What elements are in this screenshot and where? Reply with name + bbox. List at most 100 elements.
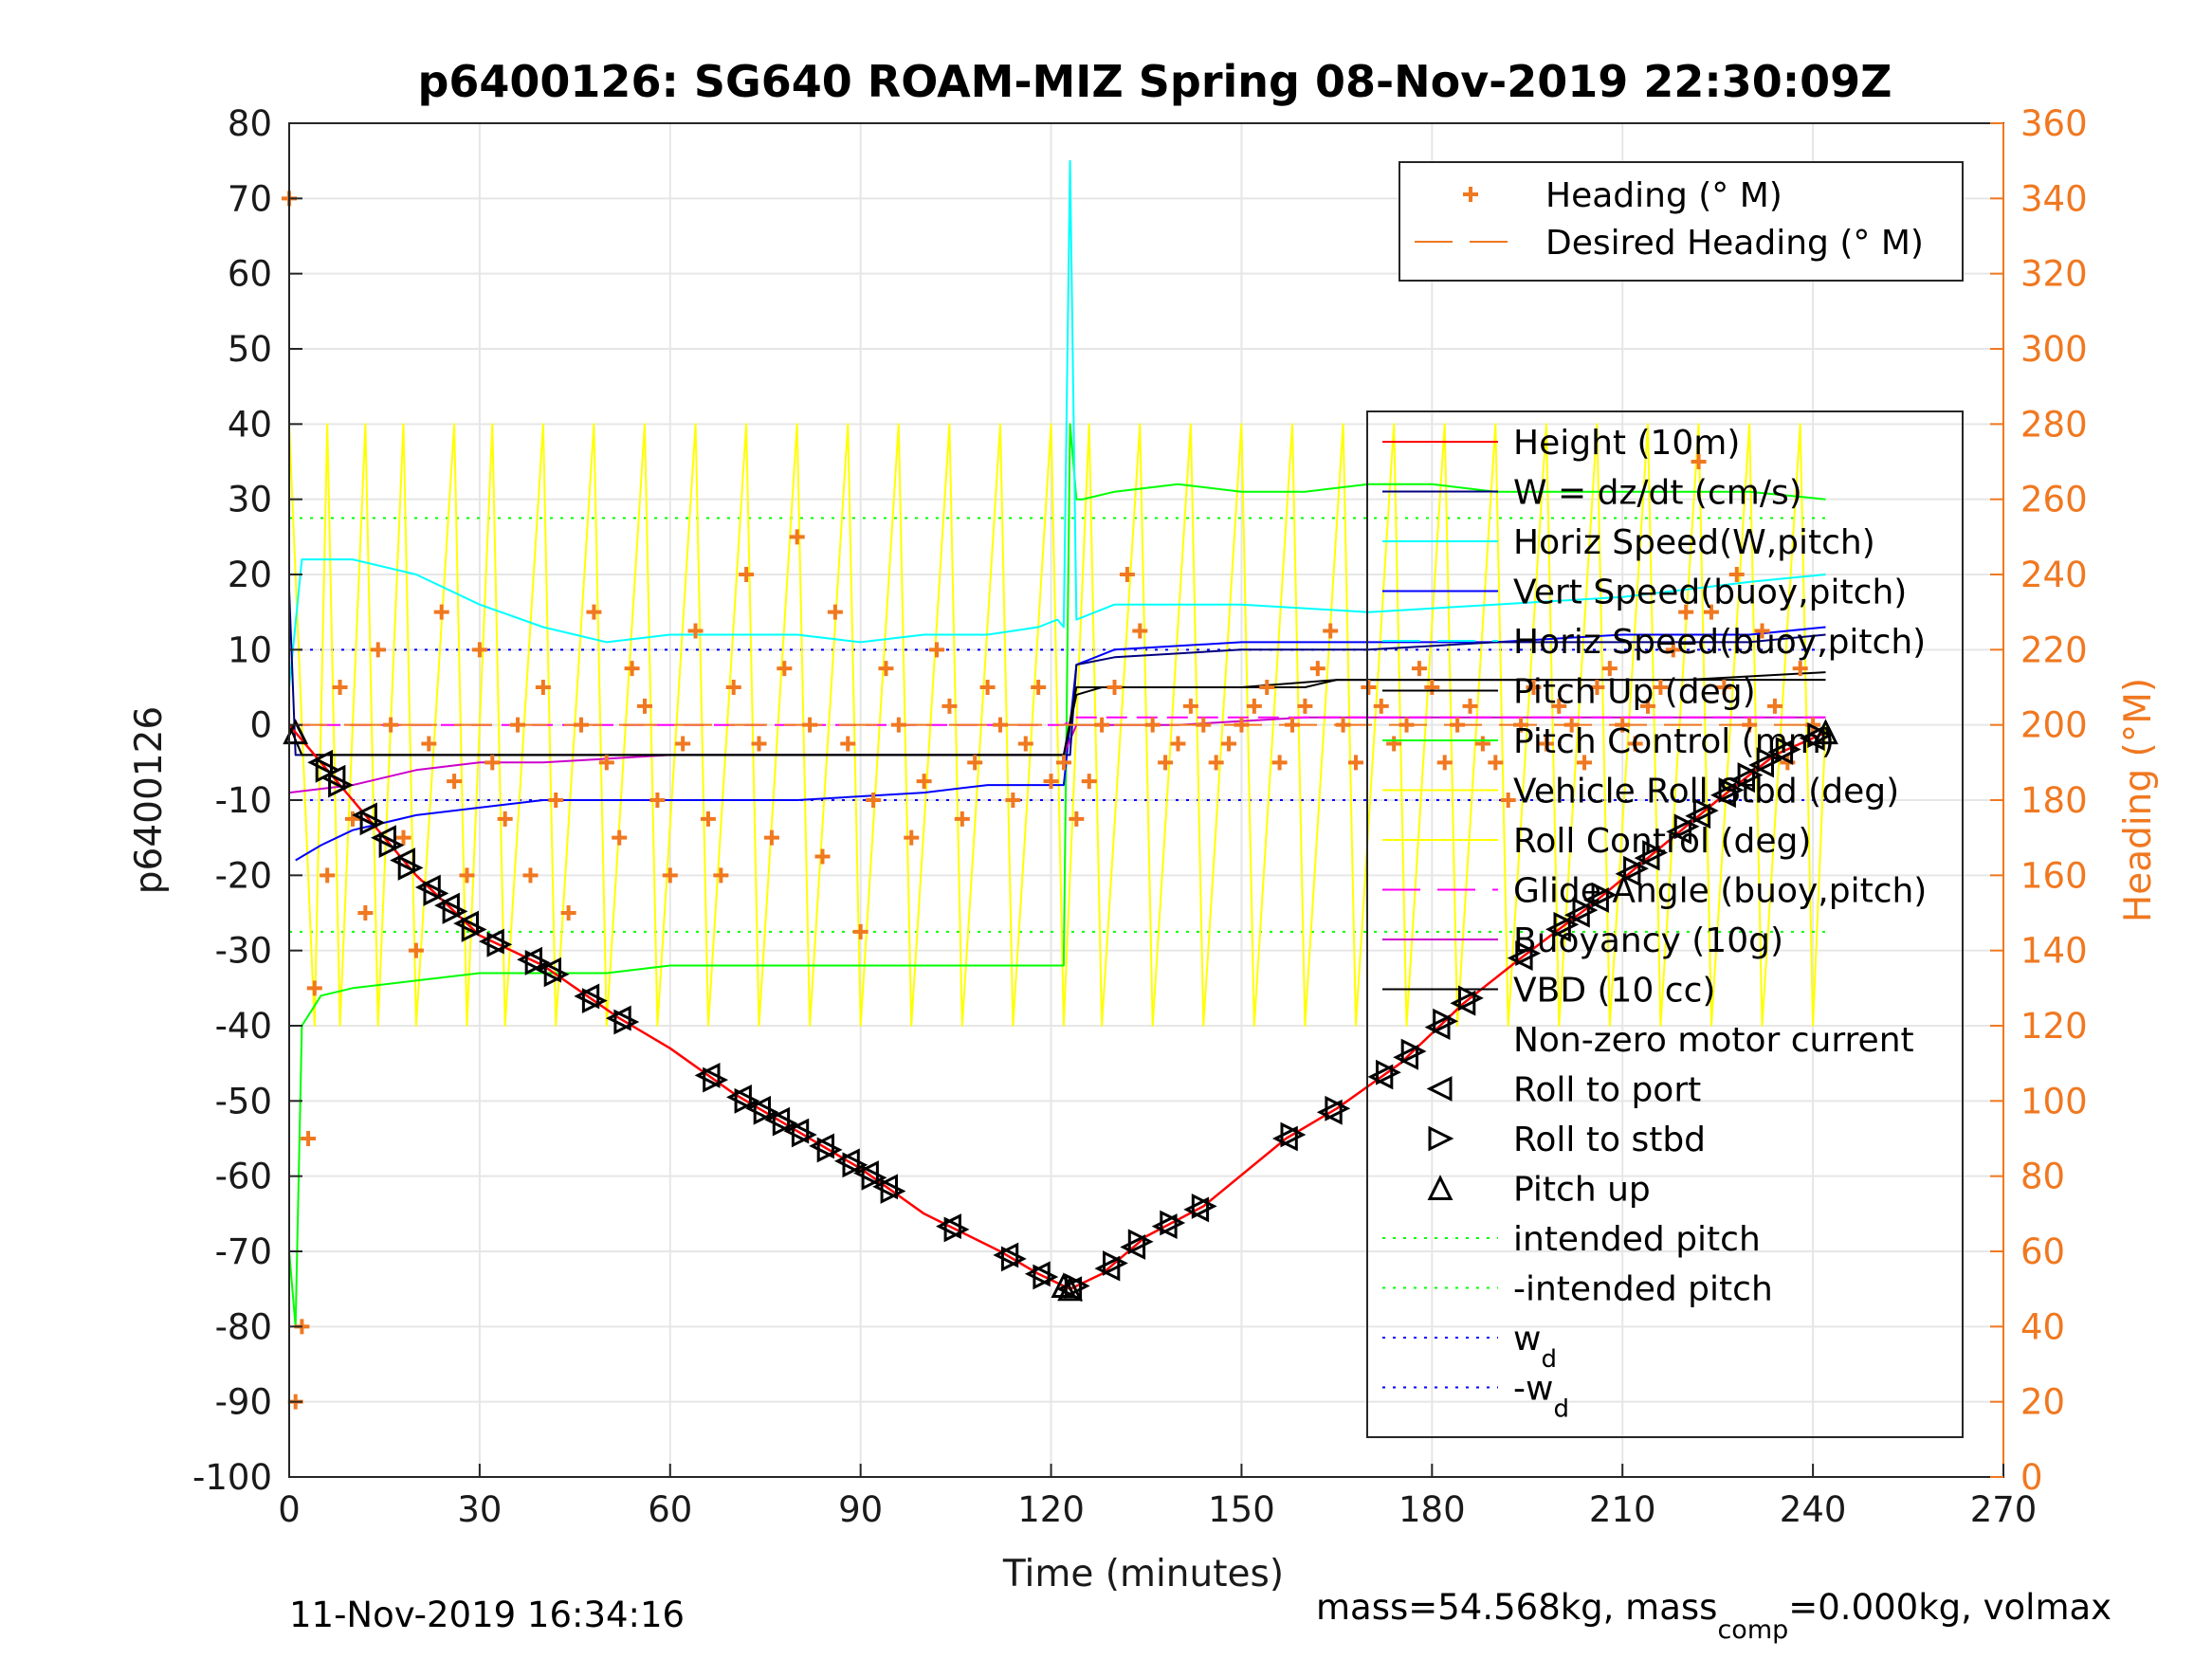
y-tick-label: 0: [249, 705, 272, 746]
heading-point: [1271, 755, 1288, 771]
roll-to-stbd-marker: [1775, 737, 1801, 762]
heading-point: [1182, 698, 1198, 714]
legend-label-2: W = dz/dt (cm/s): [1513, 474, 1802, 513]
roll-to-port-marker: [1120, 1234, 1146, 1260]
heading-point: [1361, 680, 1377, 695]
y-tick-label: 10: [228, 629, 272, 670]
heading-point: [447, 774, 463, 790]
legend-label-subscript: d: [1541, 1345, 1557, 1374]
heading-point: [763, 830, 779, 846]
roll-to-port-marker: [1729, 767, 1755, 793]
heading-point: [1678, 604, 1694, 620]
heading-point: [612, 830, 628, 846]
heading-point: [1526, 680, 1542, 695]
roll-to-port-marker: [1450, 990, 1476, 1016]
legend-top-box: [1398, 161, 1964, 282]
heading-point: [1323, 623, 1339, 639]
y-axis-right-label: Heading (°M): [2117, 678, 2160, 922]
x-axis-ticks: 0 30 60 90 120 150 180 210 240 270: [278, 1464, 2037, 1530]
roll-to-stbd-marker: [1191, 1193, 1217, 1219]
roll-to-stbd-marker: [1376, 1059, 1401, 1085]
heading-point: [395, 830, 411, 846]
heading-point: [624, 661, 640, 677]
x-tick-label: 60: [648, 1489, 692, 1530]
x-tick-label: 180: [1398, 1489, 1466, 1530]
roll-to-port-marker: [1393, 1044, 1418, 1070]
heading-point: [471, 642, 487, 658]
heading-point: [1500, 793, 1516, 808]
heading-point: [1234, 717, 1250, 733]
roll-to-stbd-marker: [1692, 797, 1719, 824]
y-tick-label: -70: [215, 1231, 272, 1272]
x-tick-label: 30: [457, 1489, 502, 1530]
legend-label-text: Buoyancy (10g): [1513, 921, 1783, 960]
heading-point: [1158, 755, 1174, 771]
roll-to-port-marker: [1748, 752, 1774, 778]
heading-point: [904, 830, 920, 846]
heading-point: [675, 736, 691, 752]
heading-point: [814, 848, 831, 865]
heading-point: [739, 567, 755, 582]
roll-to-stbd-marker: [772, 1110, 798, 1137]
heading-point: [789, 529, 805, 545]
roll-to-stbd-marker: [703, 1066, 729, 1093]
roll-to-stbd-marker: [1000, 1246, 1027, 1272]
legend-label-text: Roll to stbd: [1513, 1121, 1706, 1159]
heading-point: [1386, 736, 1402, 752]
heading-point: [1373, 698, 1389, 714]
legend-label-9: Roll Control (deg): [1513, 822, 1811, 861]
heading-point: [1031, 680, 1047, 695]
roll-to-stbd-marker: [1591, 882, 1618, 908]
heading-point: [725, 680, 741, 695]
heading-point: [992, 717, 1008, 733]
roll-to-stbd-marker: [943, 1216, 970, 1243]
heading-point: [1716, 680, 1732, 695]
roll-to-stbd-marker: [1160, 1210, 1186, 1236]
heading-point: [1335, 717, 1351, 733]
heading-point: [560, 905, 576, 921]
y-right-tick-label: 120: [2020, 1006, 2088, 1047]
series-roll-control-deg: [288, 423, 1827, 1027]
heading-point: [1703, 604, 1719, 620]
legend-label-14: Roll to port: [1513, 1071, 1701, 1110]
roll-to-stbd-marker: [861, 1164, 887, 1191]
heading-point: [979, 680, 996, 695]
heading-point: [535, 680, 551, 695]
heading-point: [1601, 661, 1618, 677]
roll-to-stbd-marker: [1553, 911, 1580, 938]
heading-point: [421, 736, 437, 752]
heading-point: [751, 736, 767, 752]
heading-point: [1246, 698, 1262, 714]
legend-label-text: w: [1513, 1320, 1541, 1358]
heading-point: [1144, 717, 1161, 733]
y-tick-label: -50: [215, 1081, 272, 1121]
heading-point: [320, 867, 336, 884]
heading-point: [852, 923, 868, 939]
y-axis-ticks: 80 70 60 50 40 30 20 10 0 -10 -20 -30 -40 -50 -60 -70 -8…: [192, 103, 302, 1498]
heading-point: [1055, 755, 1071, 771]
y-axis-right-ticks: 3603403203002802602402202001801601401201…: [1990, 103, 2088, 1498]
heading-point: [802, 717, 818, 733]
legend-label-3: Horiz Speed(W,pitch): [1513, 523, 1875, 562]
roll-to-stbd-marker: [442, 898, 468, 924]
heading-point: [1221, 736, 1237, 752]
legend-label-text: Roll Control (deg): [1513, 822, 1811, 861]
roll-to-port-marker: [371, 825, 396, 851]
heading-point: [890, 717, 906, 733]
heading-point: [586, 604, 602, 620]
roll-to-stbd-marker: [734, 1087, 760, 1114]
heading-point: [636, 698, 652, 714]
roll-to-stbd-marker: [1433, 1008, 1459, 1034]
legend-label-17: intended pitch: [1513, 1220, 1761, 1259]
roll-to-port-marker: [434, 892, 460, 919]
heading-point: [1653, 680, 1669, 695]
heading-point: [1069, 811, 1085, 827]
y-tick-label: -10: [215, 780, 272, 821]
y-tick-label: 80: [228, 103, 272, 144]
heading-point: [1132, 623, 1148, 639]
legend-label-20: -wd: [1513, 1370, 1569, 1424]
heading-point: [840, 736, 856, 752]
y-tick-label: 50: [228, 329, 272, 370]
heading-point: [306, 980, 322, 996]
roll-to-stbd-marker: [613, 1009, 640, 1035]
